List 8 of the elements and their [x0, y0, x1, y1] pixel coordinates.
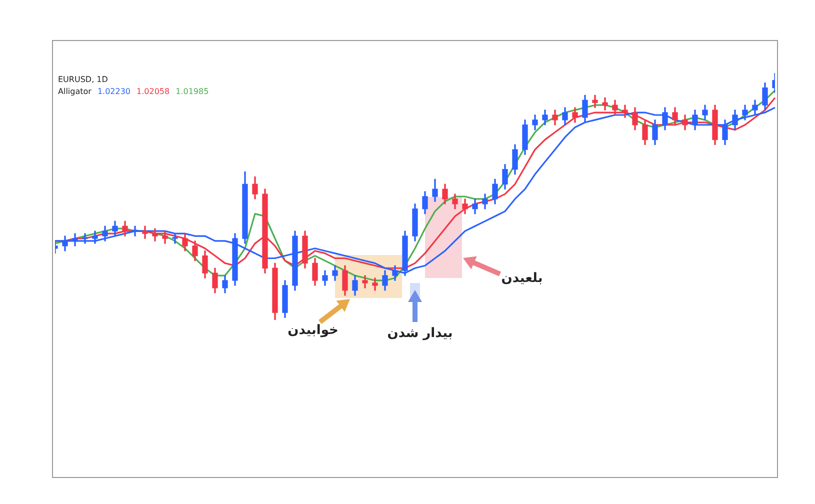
annotation: Alligator: [58, 87, 92, 96]
annotation: 1.02230: [97, 87, 131, 96]
text: بیدار شدن: [386, 326, 454, 341]
annotation: 1.02058: [136, 87, 170, 96]
text: خوابیدن: [286, 323, 340, 338]
annotation: بلعیدن: [500, 271, 544, 286]
annotation: EURUSD, 1D: [58, 75, 108, 84]
annotation: 1.01985: [176, 87, 209, 96]
